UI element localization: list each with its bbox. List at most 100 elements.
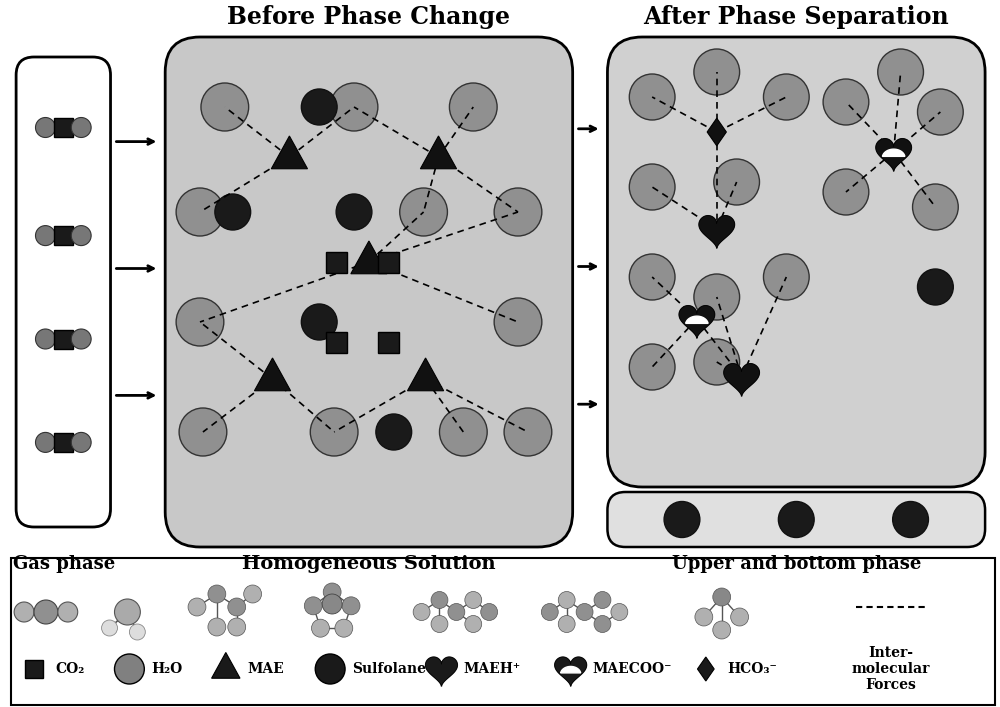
Circle shape — [310, 408, 358, 456]
Text: Inter-
molecular
Forces: Inter- molecular Forces — [851, 645, 930, 692]
Circle shape — [431, 592, 448, 609]
Circle shape — [694, 274, 740, 320]
Circle shape — [714, 159, 759, 205]
Circle shape — [244, 585, 262, 603]
Circle shape — [35, 329, 55, 349]
Circle shape — [115, 654, 144, 684]
Text: HCO₃⁻: HCO₃⁻ — [728, 662, 778, 676]
Text: Upper and bottom phase: Upper and bottom phase — [672, 555, 921, 573]
Polygon shape — [699, 216, 735, 248]
Circle shape — [694, 339, 740, 385]
Polygon shape — [271, 136, 308, 169]
Polygon shape — [407, 358, 444, 391]
Polygon shape — [212, 653, 240, 678]
Bar — [378, 332, 399, 353]
Bar — [54, 433, 73, 452]
Circle shape — [301, 89, 337, 125]
FancyBboxPatch shape — [607, 37, 985, 487]
Circle shape — [713, 588, 731, 606]
Polygon shape — [686, 316, 708, 323]
Polygon shape — [724, 363, 759, 396]
Circle shape — [208, 618, 226, 636]
Text: MAE: MAE — [248, 662, 284, 676]
Circle shape — [664, 501, 700, 537]
Text: Before Phase Change: Before Phase Change — [227, 5, 510, 29]
Circle shape — [439, 408, 487, 456]
Circle shape — [778, 501, 814, 537]
Circle shape — [323, 583, 341, 601]
Circle shape — [58, 602, 78, 622]
Circle shape — [611, 604, 628, 621]
Text: Sulfolane: Sulfolane — [352, 662, 426, 676]
Circle shape — [413, 604, 430, 621]
Circle shape — [322, 594, 342, 614]
Circle shape — [629, 74, 675, 120]
Circle shape — [431, 616, 448, 633]
Circle shape — [594, 592, 611, 609]
Text: MAEH⁺: MAEH⁺ — [463, 662, 520, 676]
Circle shape — [594, 616, 611, 633]
Circle shape — [763, 254, 809, 300]
Circle shape — [481, 604, 498, 621]
Circle shape — [179, 408, 227, 456]
Text: Homogeneous Solution: Homogeneous Solution — [242, 555, 496, 573]
Circle shape — [504, 408, 552, 456]
Circle shape — [34, 600, 58, 624]
Circle shape — [629, 254, 675, 300]
Circle shape — [694, 49, 740, 95]
Polygon shape — [707, 118, 726, 146]
Bar — [25, 660, 43, 678]
Circle shape — [71, 433, 91, 452]
Polygon shape — [351, 241, 387, 274]
Circle shape — [201, 83, 249, 131]
Text: Gas phase: Gas phase — [13, 555, 115, 573]
Circle shape — [449, 83, 497, 131]
Circle shape — [558, 592, 575, 609]
Bar — [54, 329, 73, 349]
Bar — [11, 558, 995, 705]
Text: CO₂: CO₂ — [56, 662, 85, 676]
Circle shape — [208, 585, 226, 603]
Circle shape — [312, 619, 329, 637]
Circle shape — [71, 226, 91, 245]
Circle shape — [541, 604, 558, 621]
Circle shape — [315, 654, 345, 684]
Circle shape — [465, 592, 482, 609]
Circle shape — [695, 608, 713, 626]
Bar — [54, 118, 73, 137]
FancyBboxPatch shape — [607, 492, 985, 547]
Polygon shape — [561, 667, 581, 673]
Circle shape — [893, 501, 928, 537]
Circle shape — [215, 194, 251, 230]
Circle shape — [823, 169, 869, 215]
Circle shape — [918, 269, 953, 305]
Circle shape — [35, 433, 55, 452]
Circle shape — [731, 608, 749, 626]
Circle shape — [176, 298, 224, 346]
Bar — [326, 332, 347, 353]
Circle shape — [330, 83, 378, 131]
Circle shape — [14, 602, 34, 622]
Circle shape — [558, 616, 575, 633]
Circle shape — [342, 597, 360, 615]
Circle shape — [763, 74, 809, 120]
Bar — [378, 252, 399, 272]
Circle shape — [713, 621, 731, 639]
Circle shape — [823, 79, 869, 125]
Text: H₂O: H₂O — [151, 662, 183, 676]
Circle shape — [102, 620, 117, 636]
Text: MAECOO⁻: MAECOO⁻ — [593, 662, 672, 676]
Circle shape — [629, 164, 675, 210]
Circle shape — [878, 49, 923, 95]
Bar — [326, 252, 347, 272]
FancyBboxPatch shape — [165, 37, 573, 547]
Circle shape — [494, 298, 542, 346]
Circle shape — [335, 619, 353, 637]
Circle shape — [629, 344, 675, 390]
Polygon shape — [420, 136, 457, 169]
Circle shape — [35, 117, 55, 137]
Polygon shape — [254, 358, 291, 391]
Circle shape — [376, 414, 412, 450]
Circle shape — [913, 184, 958, 230]
Circle shape — [465, 616, 482, 633]
